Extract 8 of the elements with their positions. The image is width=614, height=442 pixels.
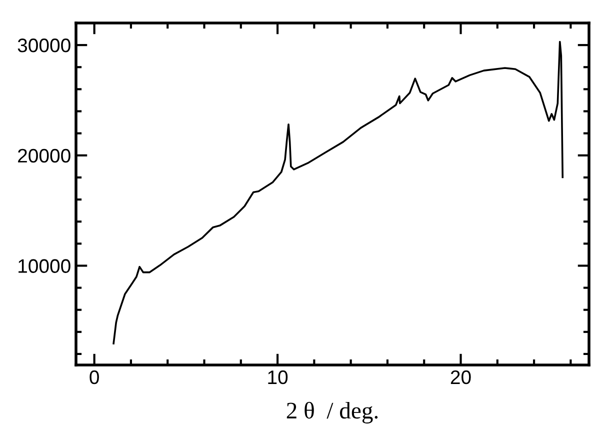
x-axis-title: 2 θ / deg.: [286, 402, 378, 424]
line-series: [112, 40, 564, 344]
y-tick-label: 20000: [18, 148, 70, 163]
x-tick-label: 0: [90, 370, 99, 384]
x-tick-label: 10: [268, 370, 288, 384]
x-tick-label: 20: [450, 370, 471, 384]
y-tick-label: 10000: [18, 259, 70, 273]
y-tick-label: 30000: [18, 38, 70, 52]
